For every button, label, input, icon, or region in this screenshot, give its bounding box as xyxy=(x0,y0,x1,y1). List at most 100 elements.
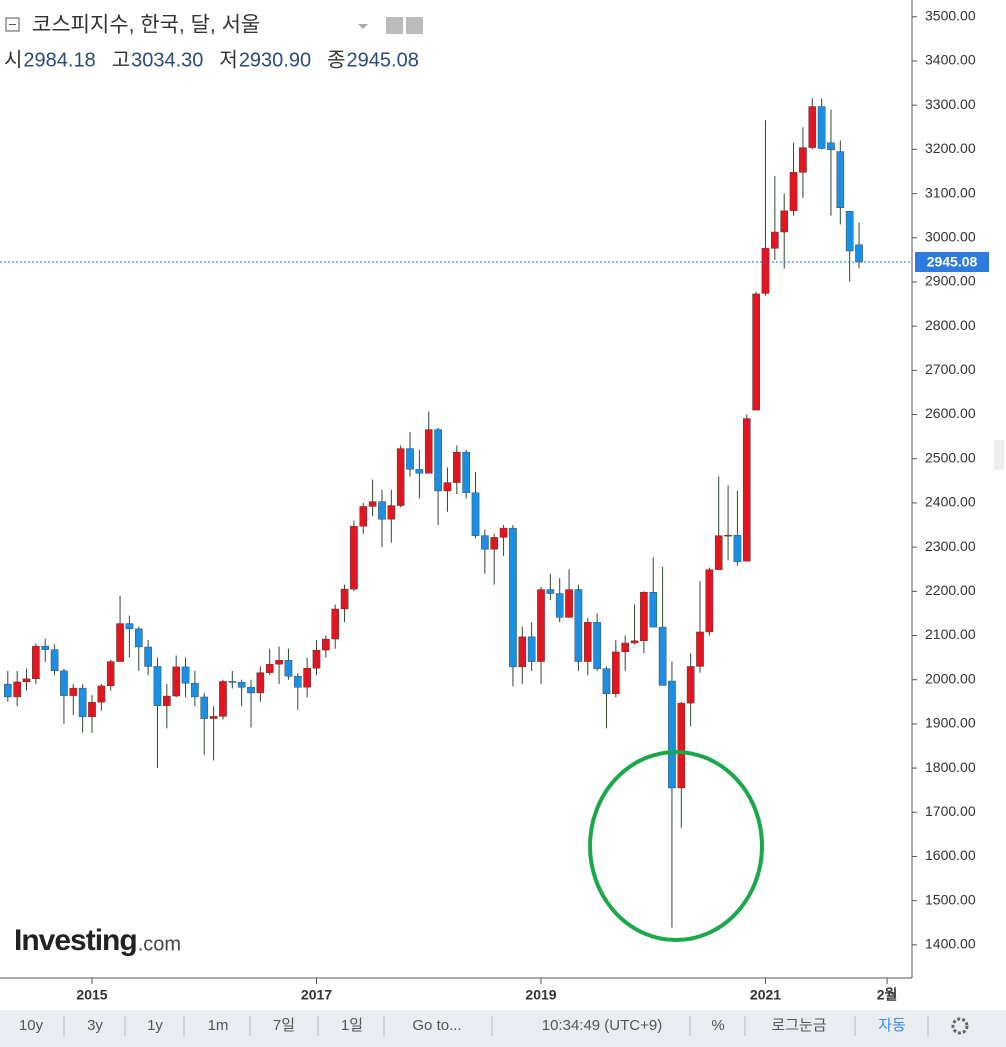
candle-body xyxy=(219,681,227,717)
candle-body xyxy=(97,685,106,703)
candle-body xyxy=(677,702,686,789)
candle-body xyxy=(640,591,648,642)
x-tick-label: 2015 xyxy=(76,987,107,1003)
toolbar-button[interactable]: 로그눈금 xyxy=(771,1017,826,1034)
y-tick-label: 1900.00 xyxy=(925,715,976,731)
candle-body xyxy=(649,591,658,628)
candle-body xyxy=(780,210,788,233)
y-tick-label: 2900.00 xyxy=(925,273,976,289)
toolbar-button[interactable]: 1m xyxy=(208,1017,229,1034)
toolbar-button[interactable]: 10y xyxy=(19,1017,44,1034)
toolbar-button[interactable]: 7일 xyxy=(273,1017,295,1034)
ohlc-label: 고 xyxy=(112,49,130,71)
candle-body xyxy=(593,622,601,669)
y-tick-label: 2400.00 xyxy=(925,494,976,510)
candle-body xyxy=(509,527,517,668)
ohlc-label: 시 xyxy=(4,49,22,71)
candle-body xyxy=(106,661,115,687)
y-tick-label: 3500.00 xyxy=(925,7,976,23)
candle-body xyxy=(565,589,573,618)
candle-body xyxy=(443,482,452,492)
candle-body xyxy=(808,106,817,148)
y-tick-label: 2800.00 xyxy=(925,317,976,333)
candle-body xyxy=(490,537,499,550)
candle-body xyxy=(415,469,424,474)
candle-body xyxy=(237,682,246,688)
y-tick-label: 2100.00 xyxy=(925,626,976,642)
candle-body xyxy=(284,660,293,677)
toolbar-settings[interactable] xyxy=(951,1017,969,1035)
candle-body xyxy=(22,678,31,683)
candle-body xyxy=(555,593,564,618)
settings-icon[interactable] xyxy=(386,17,403,34)
candle-body xyxy=(686,666,695,704)
y-tick-label: 2700.00 xyxy=(925,361,976,377)
candle-body xyxy=(78,687,87,718)
toolbar-button[interactable]: 10:34:49 (UTC+9) xyxy=(542,1017,662,1034)
candle-body xyxy=(574,589,583,662)
candle-body xyxy=(50,649,59,672)
candle-body xyxy=(621,642,629,653)
x-tick-label: 2017 xyxy=(301,987,332,1003)
candle-body xyxy=(658,626,667,686)
last-price-label: 2945.08 xyxy=(927,254,978,270)
candle-body xyxy=(602,668,611,695)
candle-body xyxy=(471,492,480,536)
x-tick-label: 2019 xyxy=(525,987,556,1003)
candle-body xyxy=(88,702,96,718)
watermark: Investing xyxy=(14,924,137,957)
ohlc-value: 3034.30 xyxy=(131,49,203,71)
candle-body xyxy=(125,623,134,630)
toolbar-button[interactable]: Go to... xyxy=(412,1017,461,1034)
toolbar-button[interactable]: 자동 xyxy=(878,1017,906,1034)
candle-body xyxy=(340,588,349,610)
candle-body xyxy=(434,429,442,492)
y-tick-label: 3200.00 xyxy=(925,140,976,156)
candle-body xyxy=(359,506,368,527)
y-tick-label: 3300.00 xyxy=(925,96,976,112)
candle-body xyxy=(742,418,751,562)
candle-body xyxy=(368,501,377,507)
candle-body xyxy=(696,631,704,667)
candle-body xyxy=(537,589,545,662)
y-tick-label: 1600.00 xyxy=(925,847,976,863)
candle-body xyxy=(163,695,171,706)
candle-body xyxy=(518,636,527,668)
candle-body xyxy=(228,681,237,683)
y-tick-label: 2300.00 xyxy=(925,538,976,554)
y-tick-label: 1500.00 xyxy=(925,891,976,907)
candle-body xyxy=(172,666,180,697)
candle-body xyxy=(322,638,330,651)
candle-body xyxy=(827,142,835,151)
candle-body xyxy=(209,716,218,719)
collapse-icon[interactable] xyxy=(5,17,20,32)
candle-body xyxy=(546,589,555,594)
scroll-handle[interactable] xyxy=(994,440,1004,470)
candle-body xyxy=(303,668,311,688)
close-icon[interactable] xyxy=(406,17,423,34)
ohlc-value: 2984.18 xyxy=(23,49,95,71)
candle-body xyxy=(752,293,760,411)
candle-body xyxy=(256,672,265,694)
ohlc-value: 2930.90 xyxy=(239,49,311,71)
candle-body xyxy=(144,646,152,667)
candle-body xyxy=(583,622,592,662)
candle-body xyxy=(771,231,779,249)
candle-body xyxy=(32,645,40,680)
candle-body xyxy=(789,172,798,212)
plot-area xyxy=(4,98,863,928)
toolbar-button[interactable]: 3y xyxy=(87,1017,103,1034)
candle-body xyxy=(378,501,386,520)
y-tick-label: 3000.00 xyxy=(925,228,976,244)
toolbar-button[interactable]: % xyxy=(711,1017,724,1034)
candle-body xyxy=(396,448,405,506)
dropdown-icon[interactable] xyxy=(358,24,368,29)
candle-body xyxy=(761,248,770,294)
candle-body xyxy=(845,211,854,252)
toolbar-button[interactable]: 1일 xyxy=(341,1017,363,1034)
candle-body xyxy=(265,664,274,673)
watermark-suffix: .com xyxy=(138,933,181,955)
toolbar-button[interactable]: 1y xyxy=(147,1017,163,1034)
ohlc-label: 종 xyxy=(327,49,345,71)
candle-body xyxy=(312,649,321,669)
